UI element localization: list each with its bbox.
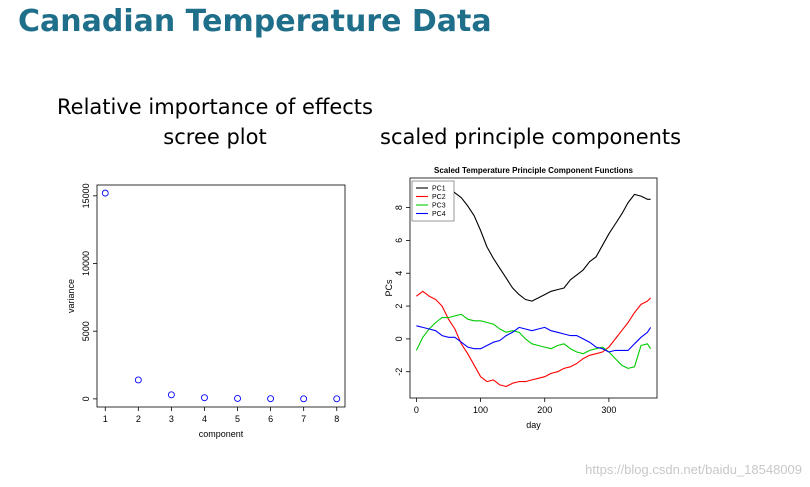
series-line-pc3: [415, 313, 652, 369]
y-tick-label: 2: [394, 304, 404, 309]
x-tick-label: 6: [268, 414, 273, 424]
series-line-pc4: [416, 325, 652, 353]
x-tick-label: 300: [601, 405, 616, 415]
left-heading: Relative importance of effects scree plo…: [40, 92, 390, 152]
y-tick-label: 15000: [81, 183, 91, 208]
legend-label: PC2: [432, 194, 446, 201]
y-tick-label: 4: [394, 271, 404, 276]
x-tick-label: 7: [301, 414, 306, 424]
data-point: [201, 394, 208, 402]
y-tick-label: 8: [394, 205, 404, 210]
data-point: [234, 395, 241, 402]
x-tick-label: 4: [202, 414, 207, 424]
right-heading: scaled principle components: [380, 125, 682, 149]
plot-frame: [409, 177, 658, 399]
x-tick-label: 5: [235, 414, 240, 424]
legend-label: PC1: [432, 186, 446, 193]
data-point: [333, 395, 341, 403]
y-tick-label: -2: [394, 368, 404, 376]
slide-title: Canadian Temperature Data: [18, 4, 492, 39]
data-point: [167, 391, 175, 399]
series-line-pc2: [416, 290, 651, 388]
pc-functions-chart: Scaled Temperature Principle Component F…: [384, 166, 658, 430]
left-heading-line2: scree plot: [163, 125, 267, 149]
y-axis-label: PCs: [384, 279, 394, 297]
x-tick-label: 100: [473, 405, 488, 415]
plot-frame: [96, 184, 346, 408]
legend-label: PC4: [432, 211, 446, 218]
watermark: https://blog.csdn.net/baidu_18548009: [585, 462, 802, 477]
x-tick-label: 2: [136, 414, 141, 424]
x-tick-label: 8: [334, 414, 339, 424]
data-point: [101, 189, 109, 197]
x-axis-label: day: [526, 420, 541, 430]
scree-plot: 1 2 3 4 5 6 7 8 0 5000 10000 15000 component variance: [66, 183, 346, 439]
legend-label: PC3: [432, 203, 446, 210]
x-axis-label: component: [199, 429, 244, 439]
y-tick-label: 6: [394, 238, 404, 243]
x-tick-label: 200: [537, 405, 552, 415]
y-tick-label: 5000: [81, 321, 91, 341]
data-point: [267, 395, 275, 403]
x-tick-label: 1: [103, 414, 108, 424]
data-point: [300, 395, 308, 403]
y-tick-label: 0: [394, 336, 404, 341]
series-line-pc1: [415, 185, 651, 302]
x-tick-label: 3: [169, 414, 174, 424]
y-axis-label: variance: [66, 279, 76, 313]
y-tick-label: 10000: [81, 251, 91, 276]
x-tick-label: 0: [414, 405, 419, 415]
chart-title: Scaled Temperature Principle Component F…: [434, 166, 634, 175]
y-tick-label: 0: [81, 396, 91, 401]
data-point: [134, 376, 142, 384]
left-heading-line1: Relative importance of effects: [57, 95, 373, 119]
